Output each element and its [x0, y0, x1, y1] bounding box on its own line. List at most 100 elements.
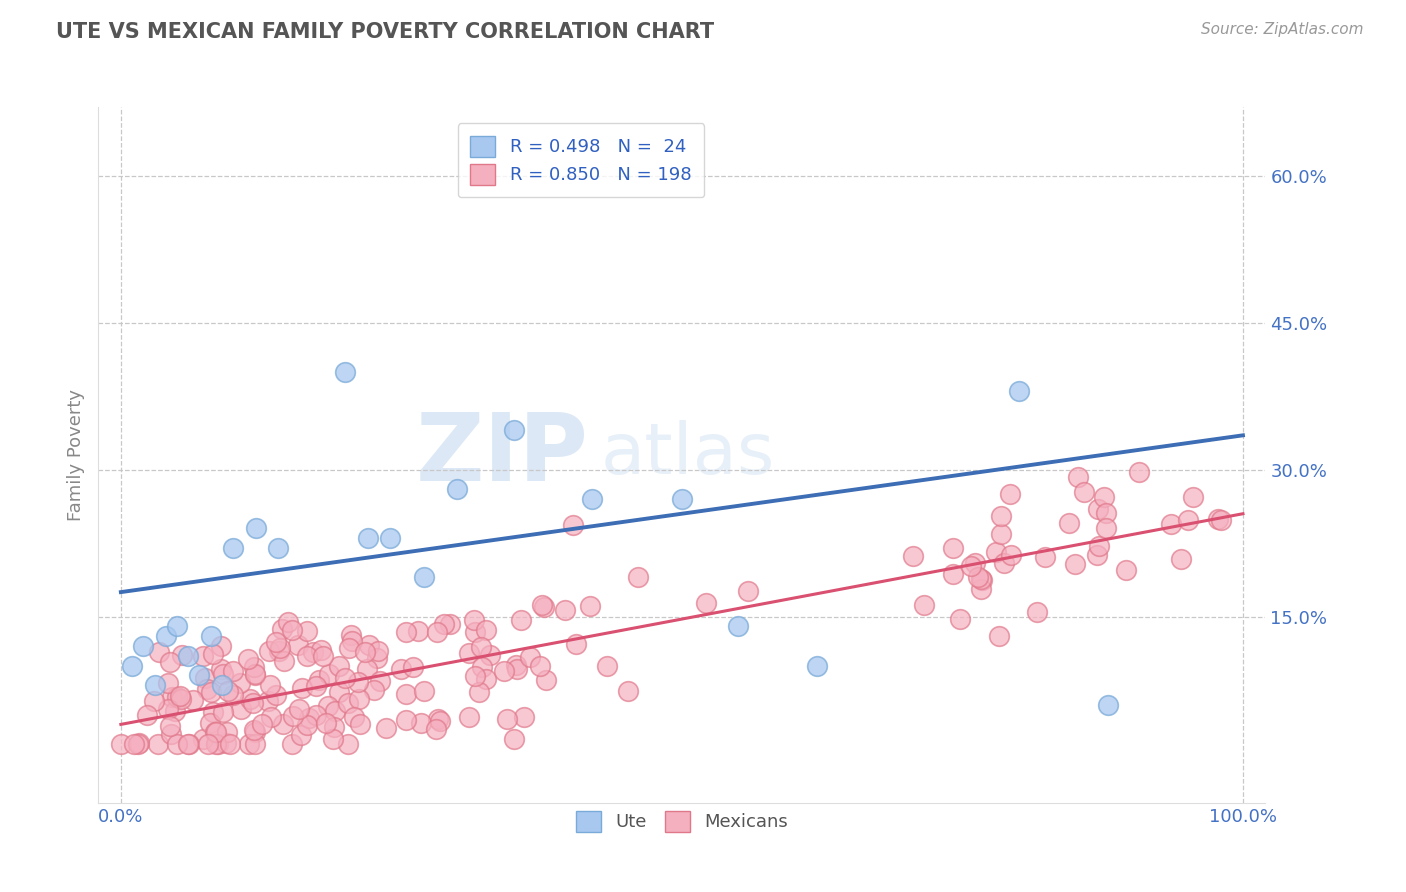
Point [177, 737, 200, 751]
Point [1160, 516, 1182, 531]
Point [337, 737, 360, 751]
Point [132, 639, 155, 653]
Point [425, 722, 447, 736]
Point [990, 526, 1012, 541]
Point [157, 676, 180, 690]
Text: atlas: atlas [600, 420, 775, 490]
Text: ZIP: ZIP [416, 409, 589, 501]
Point [301, 645, 323, 659]
Point [357, 531, 380, 545]
Point [1059, 516, 1081, 530]
Point [413, 684, 436, 698]
Point [197, 737, 219, 751]
Point [411, 716, 433, 731]
Point [312, 648, 335, 663]
Point [257, 694, 280, 708]
Point [259, 644, 281, 658]
Point [806, 658, 828, 673]
Point [266, 688, 288, 702]
Point [347, 674, 370, 689]
Point [209, 662, 232, 676]
Point [195, 682, 218, 697]
Point [412, 570, 434, 584]
Point [1170, 551, 1192, 566]
Point [159, 655, 181, 669]
Point [479, 648, 502, 662]
Point [366, 650, 388, 665]
Point [121, 658, 143, 673]
Point [1026, 605, 1049, 619]
Point [264, 634, 287, 648]
Point [242, 696, 264, 710]
Point [340, 628, 363, 642]
Point [1088, 539, 1111, 553]
Point [368, 674, 391, 689]
Point [554, 603, 576, 617]
Point [308, 673, 330, 688]
Point [211, 705, 233, 719]
Point [298, 711, 321, 725]
Point [228, 676, 250, 690]
Point [963, 556, 986, 570]
Point [1007, 384, 1029, 399]
Point [128, 736, 150, 750]
Point [519, 649, 541, 664]
Point [1094, 506, 1116, 520]
Point [970, 574, 993, 588]
Point [309, 643, 332, 657]
Point [967, 570, 990, 584]
Point [160, 690, 183, 704]
Point [901, 549, 924, 563]
Point [471, 660, 494, 674]
Point [201, 647, 224, 661]
Point [990, 508, 1012, 523]
Point [1067, 470, 1090, 484]
Point [506, 662, 529, 676]
Point [201, 705, 224, 719]
Point [295, 648, 318, 663]
Point [534, 673, 557, 687]
Point [245, 668, 267, 682]
Point [1087, 548, 1109, 562]
Point [143, 678, 166, 692]
Point [169, 690, 191, 704]
Point [367, 644, 389, 658]
Point [269, 641, 291, 656]
Point [243, 737, 266, 751]
Point [343, 710, 366, 724]
Point [217, 684, 239, 698]
Point [222, 664, 245, 678]
Point [505, 658, 527, 673]
Point [1182, 490, 1205, 504]
Point [243, 723, 266, 738]
Point [464, 624, 486, 639]
Point [323, 720, 346, 734]
Point [238, 737, 260, 751]
Point [495, 712, 517, 726]
Point [243, 724, 266, 739]
Point [942, 541, 965, 555]
Point [446, 482, 468, 496]
Point [627, 570, 650, 584]
Point [512, 710, 534, 724]
Point [305, 707, 328, 722]
Point [277, 615, 299, 629]
Point [269, 644, 291, 658]
Point [222, 541, 245, 555]
Point [335, 365, 357, 379]
Point [281, 737, 304, 751]
Point [561, 518, 583, 533]
Point [402, 659, 425, 673]
Point [457, 710, 479, 724]
Point [328, 684, 350, 698]
Point [503, 732, 526, 747]
Point [295, 717, 318, 731]
Point [1095, 520, 1118, 534]
Point [1000, 487, 1022, 501]
Point [273, 654, 295, 668]
Point [177, 737, 200, 751]
Point [322, 732, 344, 747]
Point [271, 717, 294, 731]
Point [336, 696, 359, 710]
Point [315, 716, 337, 731]
